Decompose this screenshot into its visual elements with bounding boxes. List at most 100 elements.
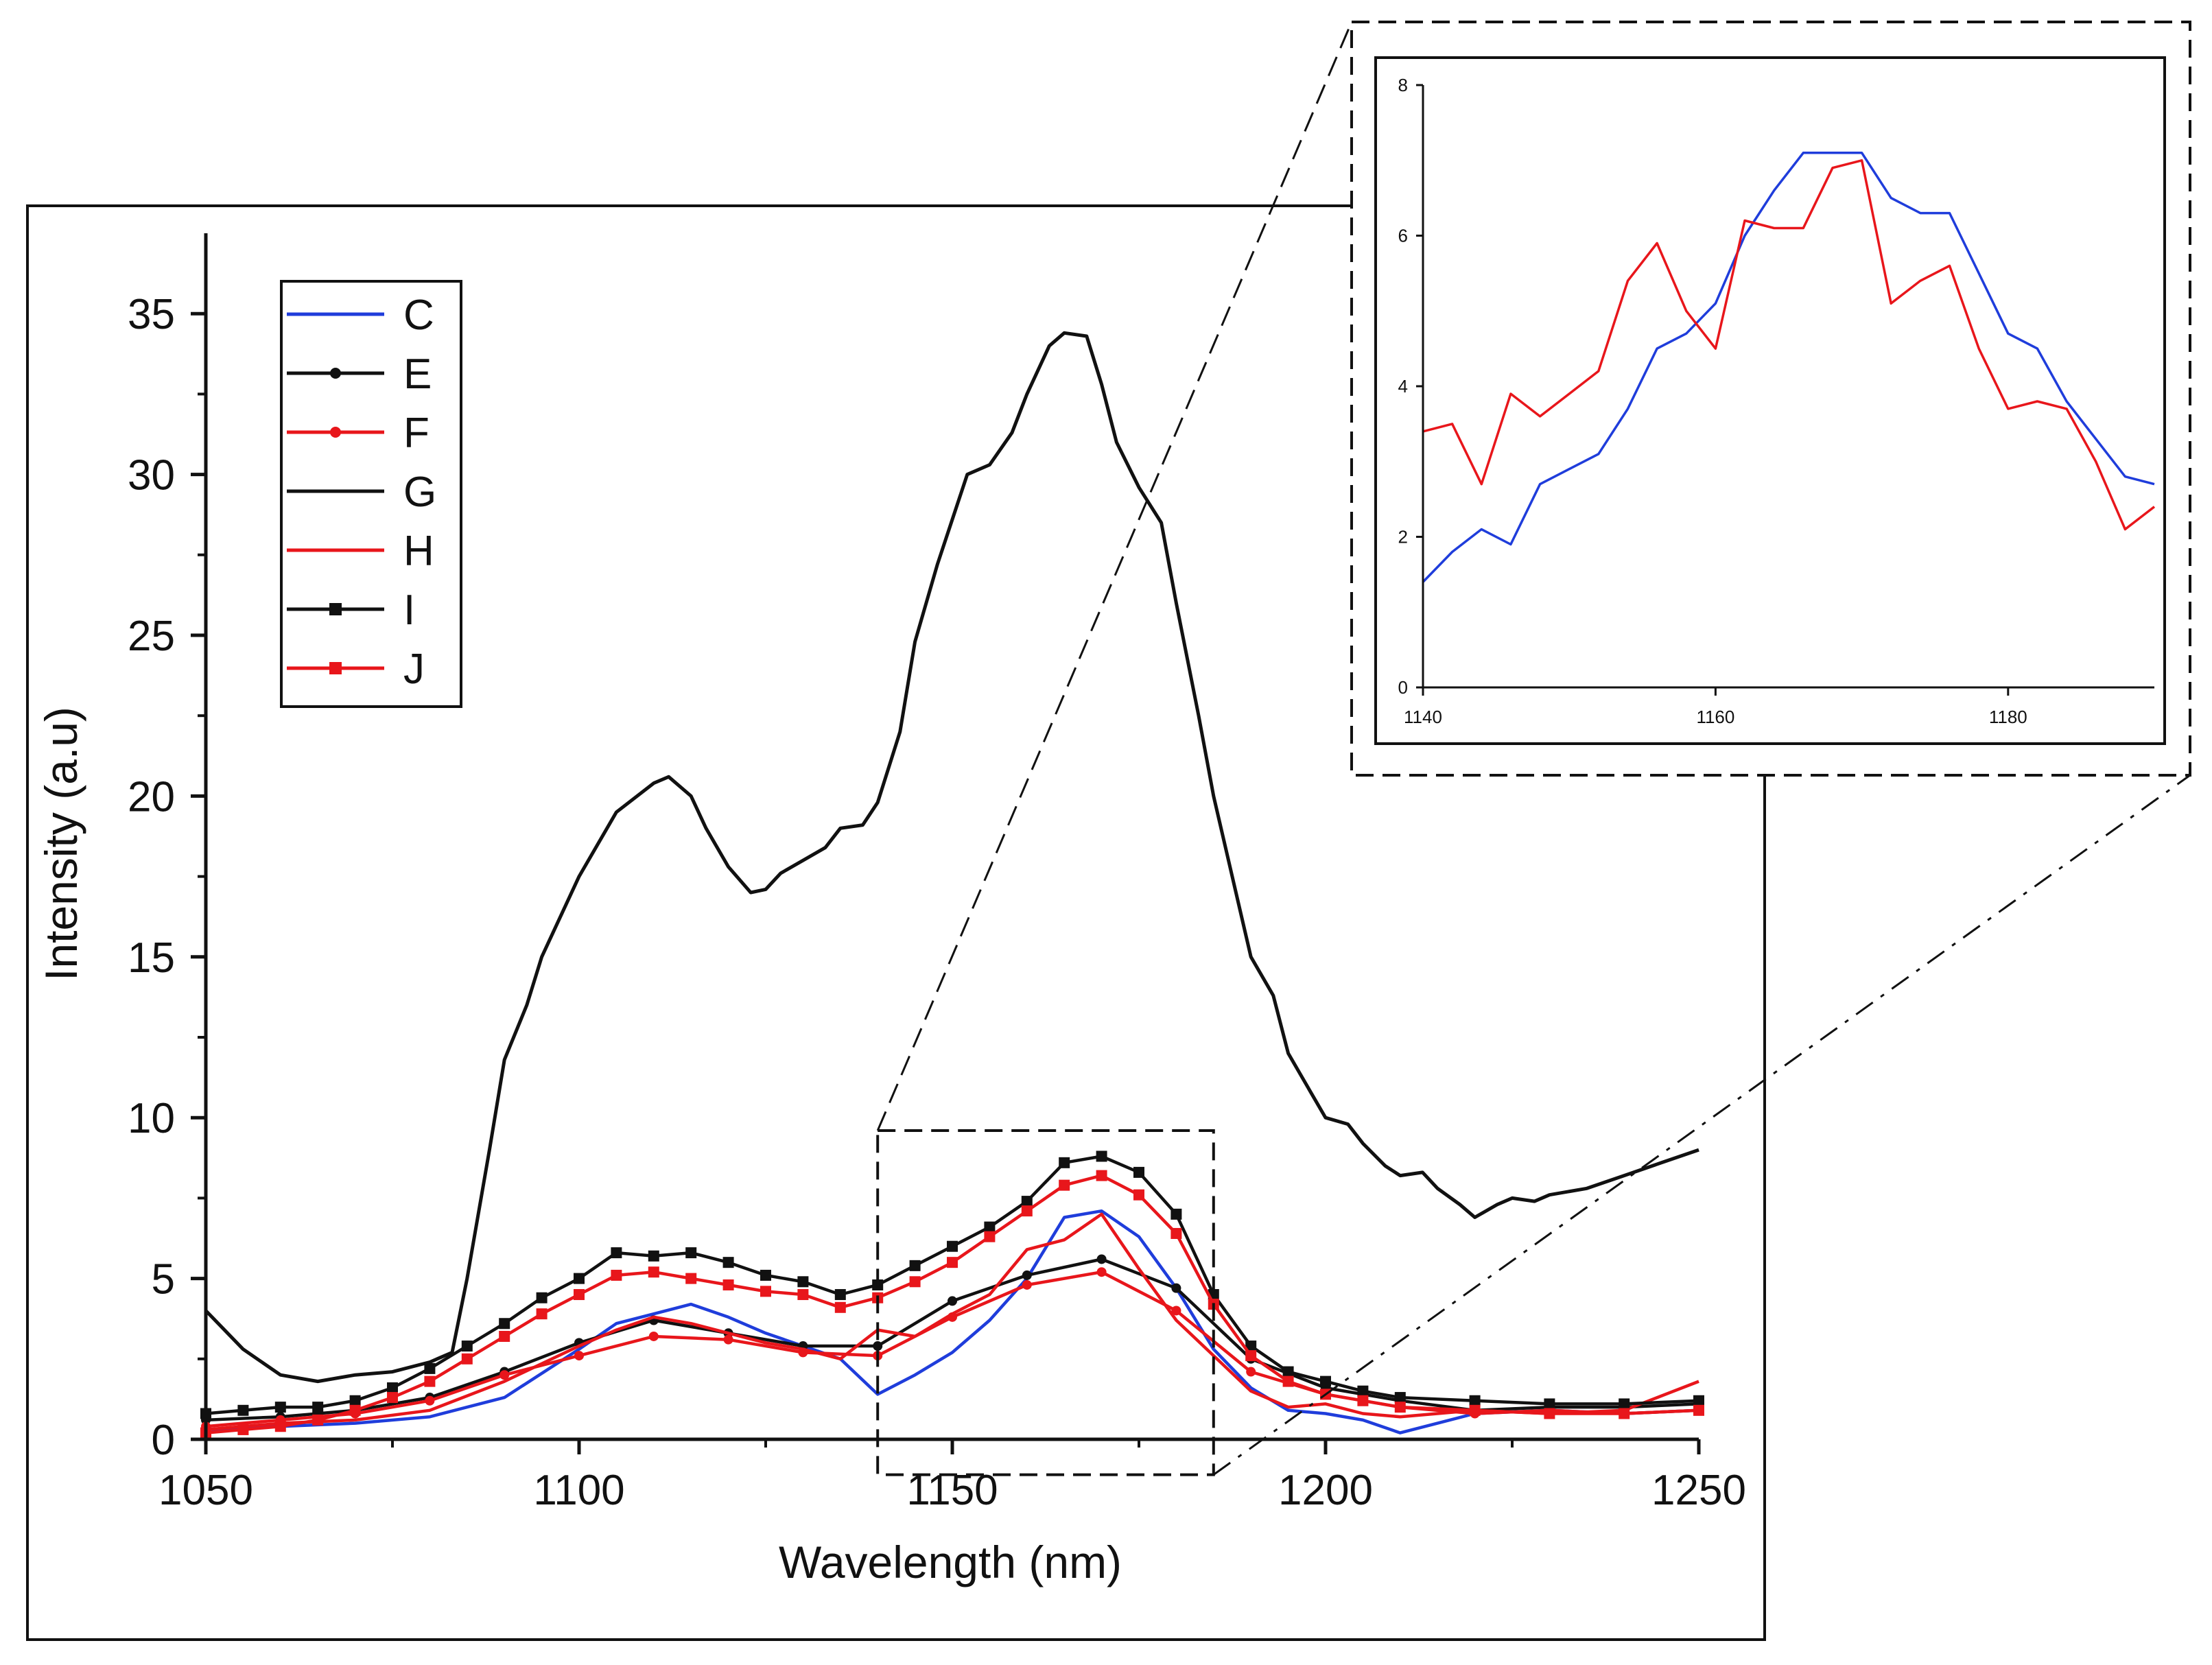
- series-point-J: [909, 1276, 921, 1288]
- main-x-tick-label-1050: 1050: [158, 1467, 253, 1514]
- series-point-J: [574, 1289, 585, 1301]
- series-point-I: [1320, 1375, 1331, 1387]
- series-point-I: [1394, 1392, 1406, 1404]
- main-y-tick-label-5: 5: [152, 1256, 175, 1303]
- main-y-tick-label-20: 20: [128, 773, 175, 820]
- legend-label-J: J: [403, 646, 425, 693]
- series-point-I: [1245, 1341, 1257, 1352]
- legend-marker-I: [329, 603, 342, 615]
- inset-y-tick-label-2: 2: [1398, 527, 1408, 547]
- series-point-I: [387, 1382, 398, 1393]
- inset-plot: 1140 1160 1180 0 2 4 6 8: [1350, 21, 2191, 777]
- series-point-F: [1096, 1267, 1107, 1277]
- main-y-tick-label-30: 30: [128, 452, 175, 499]
- series-point-I: [312, 1402, 324, 1413]
- inset-x-tick-label-1160: 1160: [1696, 707, 1734, 727]
- series-point-F: [1022, 1279, 1032, 1290]
- series-point-I: [274, 1402, 286, 1413]
- series-point-F: [574, 1351, 584, 1361]
- series-point-J: [1282, 1375, 1294, 1387]
- series-point-I: [834, 1289, 846, 1301]
- legend-label-I: I: [403, 587, 415, 634]
- series-point-I: [1469, 1395, 1481, 1406]
- inset-series-group: [1422, 152, 2156, 583]
- series-point-I: [797, 1276, 809, 1288]
- series-point-F: [1246, 1367, 1256, 1377]
- series-point-I: [499, 1318, 510, 1330]
- main-y-tick-label-15: 15: [128, 934, 175, 982]
- legend-frame: [280, 280, 462, 708]
- series-point-J: [1619, 1408, 1630, 1419]
- series-point-J: [1170, 1227, 1182, 1239]
- main-y-axis-label: Intensity (a.u): [36, 707, 86, 981]
- series-point-J: [1245, 1350, 1257, 1362]
- main-y-tick-label-35: 35: [128, 291, 175, 338]
- series-point-I: [984, 1221, 996, 1233]
- series-point-I: [1021, 1196, 1033, 1207]
- series-point-I: [237, 1404, 249, 1416]
- legend-label-G: G: [403, 469, 436, 516]
- main-x-tick-label-1100: 1100: [533, 1467, 624, 1514]
- inset-x-tick-label-1180: 1180: [1989, 707, 2027, 727]
- series-point-J: [722, 1279, 734, 1290]
- series-point-I: [1059, 1157, 1070, 1168]
- main-y-tick-label-10: 10: [128, 1095, 175, 1142]
- series-point-J: [648, 1266, 659, 1278]
- legend-marker-F: [330, 427, 341, 438]
- series-point-I: [648, 1250, 659, 1262]
- inset-y-tick-label-0: 0: [1398, 677, 1408, 698]
- main-y-tick-label-0: 0: [152, 1417, 175, 1464]
- series-point-I: [349, 1395, 361, 1406]
- legend-label-C: C: [403, 292, 434, 339]
- inset-y-tick-label-8: 8: [1398, 75, 1408, 95]
- series-point-J: [274, 1421, 286, 1432]
- series-point-J: [461, 1353, 473, 1365]
- series-point-E: [873, 1341, 883, 1351]
- series-point-E: [1171, 1283, 1181, 1293]
- series-point-I: [1282, 1366, 1294, 1378]
- series-point-J: [424, 1375, 436, 1387]
- series-point-E: [1022, 1270, 1032, 1280]
- inset-series-line-C: [1422, 152, 2155, 583]
- inset-y-tick-label-4: 4: [1398, 376, 1408, 397]
- series-point-J: [349, 1404, 361, 1416]
- main-x-tick-label-1250: 1250: [1651, 1467, 1746, 1514]
- series-point-J: [312, 1414, 324, 1426]
- main-frame: [26, 204, 1766, 1641]
- series-point-I: [1133, 1166, 1144, 1178]
- series-point-I: [1357, 1385, 1369, 1397]
- series-point-I: [1693, 1395, 1704, 1406]
- series-line-I: [205, 1155, 1699, 1415]
- series-point-I: [909, 1260, 921, 1271]
- series-point-F: [648, 1331, 659, 1341]
- zoom-region-box: [876, 1129, 1215, 1476]
- legend-label-F: F: [403, 410, 430, 457]
- legend-label-H: H: [403, 528, 434, 575]
- zoom-leader-line-upper: [876, 21, 1353, 1131]
- series-point-J: [237, 1424, 249, 1435]
- inset-series-line-H: [1422, 159, 2156, 531]
- series-point-I: [611, 1247, 622, 1259]
- series-point-J: [1021, 1205, 1033, 1217]
- series-point-I: [760, 1269, 771, 1281]
- series-point-J: [834, 1301, 846, 1313]
- series-point-J: [1133, 1189, 1144, 1201]
- legend-label-E: E: [403, 351, 432, 398]
- inset-y-tick-label-6: 6: [1398, 226, 1408, 246]
- series-point-F: [425, 1395, 435, 1406]
- series-line-H: [205, 1212, 1699, 1432]
- series-point-I: [461, 1341, 473, 1352]
- series-point-I: [685, 1247, 697, 1259]
- series-point-J: [1693, 1404, 1704, 1416]
- series-point-J: [499, 1330, 510, 1342]
- series-point-J: [1394, 1402, 1406, 1413]
- series-point-J: [1357, 1395, 1369, 1406]
- main-y-tick-label-25: 25: [128, 613, 175, 660]
- series-point-I: [947, 1240, 958, 1252]
- series-point-J: [1469, 1404, 1481, 1416]
- series-point-J: [387, 1392, 398, 1404]
- series-point-I: [1619, 1398, 1630, 1410]
- inset-inner-frame: [1374, 56, 2166, 745]
